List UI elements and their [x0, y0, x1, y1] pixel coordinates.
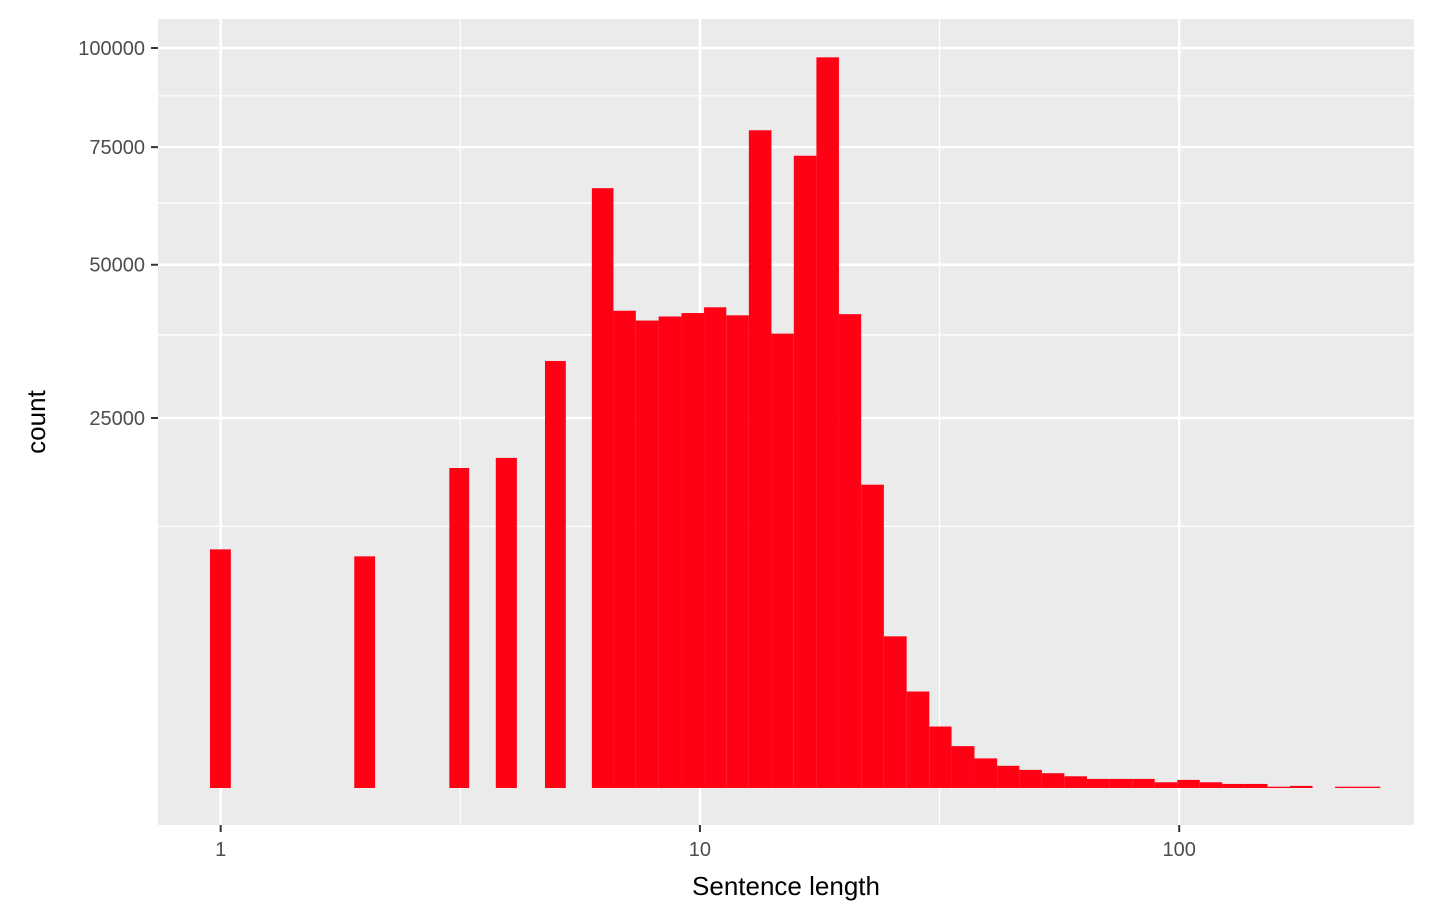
y-tick-label: 75000 [89, 137, 145, 159]
histogram-bar [1154, 782, 1178, 788]
x-tick-label: 100 [1162, 839, 1195, 861]
histogram-bar [1064, 776, 1087, 788]
histogram-bar [1357, 786, 1381, 788]
bars [209, 57, 1381, 789]
histogram-bar [613, 310, 636, 788]
histogram-bar [704, 307, 727, 788]
histogram-bar [658, 316, 682, 788]
histogram-bar [449, 467, 470, 788]
histogram-bar [544, 360, 566, 788]
histogram-bar [1222, 783, 1245, 788]
histogram-bar [1199, 782, 1223, 788]
histogram-bar [748, 130, 772, 788]
histogram-bar [1019, 769, 1042, 788]
y-tick-label: 100000 [78, 38, 145, 60]
histogram-bar [906, 691, 930, 788]
histogram-bar [816, 57, 839, 789]
histogram-bar [861, 484, 884, 788]
y-tick-label: 50000 [89, 255, 145, 277]
histogram-bar [1132, 778, 1155, 788]
histogram-bar [726, 315, 749, 788]
histogram-bar [771, 333, 794, 788]
histogram-bar [838, 314, 862, 788]
histogram-bar [997, 765, 1020, 788]
histogram-bar [1267, 786, 1290, 788]
histogram-bar [354, 556, 376, 788]
histogram-bar [1335, 786, 1358, 788]
histogram-bar [1289, 785, 1313, 788]
histogram-bar [1244, 783, 1268, 788]
y-axis: 25000 50000 75000 100000 [78, 38, 158, 430]
histogram-bar [1177, 779, 1200, 788]
y-tick-label: 25000 [89, 408, 145, 430]
y-axis-title: count [21, 389, 51, 453]
histogram-bar [1041, 773, 1065, 788]
x-tick-label: 1 [215, 839, 226, 861]
histogram-bar [974, 758, 998, 788]
histogram-bar [929, 726, 952, 788]
histogram-bar [635, 320, 659, 788]
histogram-bar [681, 313, 705, 788]
x-axis: 1 10 100 [215, 825, 1196, 861]
histogram-bar [951, 746, 975, 788]
histogram-bar [1109, 778, 1133, 788]
histogram-bar [495, 457, 517, 788]
x-axis-title: Sentence length [692, 871, 880, 901]
histogram-bar [591, 188, 614, 788]
histogram-bar [793, 155, 817, 789]
histogram-bar [883, 636, 907, 788]
histogram-bar [1086, 778, 1110, 788]
histogram-bar [209, 549, 231, 788]
x-tick-label: 10 [689, 839, 711, 861]
